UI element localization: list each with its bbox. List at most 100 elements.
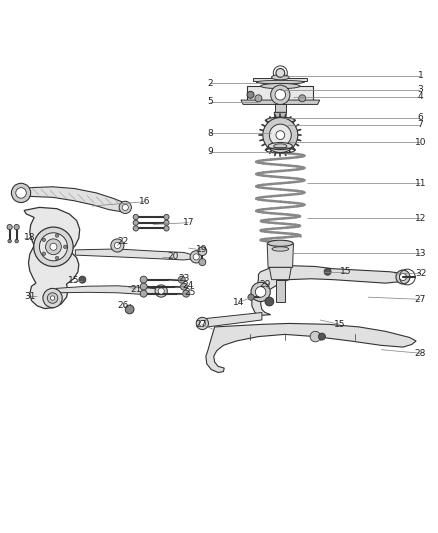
Circle shape [55, 234, 59, 237]
Circle shape [140, 283, 147, 290]
Ellipse shape [274, 118, 287, 122]
Circle shape [46, 239, 61, 255]
Circle shape [64, 245, 67, 248]
Text: 27: 27 [196, 320, 207, 329]
Circle shape [11, 183, 31, 203]
Polygon shape [275, 104, 286, 112]
Text: 5: 5 [207, 98, 213, 106]
Circle shape [42, 252, 46, 255]
Circle shape [198, 247, 207, 255]
Circle shape [396, 270, 410, 284]
Text: 4: 4 [418, 92, 423, 101]
Text: 23: 23 [178, 274, 190, 283]
Circle shape [155, 285, 167, 297]
Circle shape [43, 288, 62, 308]
Polygon shape [274, 112, 286, 118]
Text: 14: 14 [233, 298, 244, 307]
Text: 15: 15 [334, 320, 345, 329]
Circle shape [263, 118, 298, 152]
Circle shape [318, 333, 325, 340]
Circle shape [164, 220, 169, 225]
Polygon shape [241, 100, 320, 104]
Circle shape [251, 282, 270, 302]
Polygon shape [276, 280, 285, 302]
Text: 31: 31 [24, 292, 35, 301]
Polygon shape [201, 312, 262, 328]
Circle shape [199, 320, 205, 327]
Ellipse shape [274, 144, 287, 148]
Text: 1: 1 [417, 71, 424, 80]
Circle shape [119, 201, 131, 214]
Circle shape [111, 239, 124, 252]
Circle shape [42, 238, 46, 241]
Text: 3: 3 [417, 85, 424, 94]
Text: 12: 12 [415, 214, 426, 223]
Text: 26: 26 [117, 302, 128, 310]
Text: 6: 6 [417, 113, 424, 122]
Text: 7: 7 [417, 120, 424, 129]
Circle shape [50, 296, 55, 300]
Polygon shape [75, 249, 195, 260]
Circle shape [8, 239, 11, 243]
Text: 19: 19 [196, 245, 207, 254]
Polygon shape [24, 207, 80, 309]
Polygon shape [253, 78, 307, 81]
Text: 18: 18 [24, 233, 35, 242]
Ellipse shape [261, 84, 300, 88]
Polygon shape [267, 244, 293, 268]
Circle shape [255, 287, 266, 297]
Text: 11: 11 [415, 179, 426, 188]
Polygon shape [56, 286, 160, 295]
Circle shape [247, 91, 254, 98]
Circle shape [299, 95, 306, 102]
Text: 27: 27 [415, 295, 426, 304]
Circle shape [164, 226, 169, 231]
Circle shape [39, 233, 67, 261]
Text: 15: 15 [68, 276, 79, 285]
Polygon shape [256, 82, 304, 87]
Circle shape [114, 243, 120, 248]
Polygon shape [17, 187, 129, 212]
Polygon shape [247, 86, 313, 103]
Text: 16: 16 [139, 197, 150, 206]
Circle shape [271, 85, 290, 104]
Circle shape [310, 332, 321, 342]
Circle shape [199, 259, 206, 265]
Text: 28: 28 [415, 349, 426, 358]
Text: 8: 8 [207, 129, 213, 138]
Circle shape [193, 254, 199, 260]
Circle shape [79, 276, 86, 283]
Circle shape [50, 243, 57, 251]
Circle shape [196, 317, 208, 329]
Circle shape [276, 131, 285, 140]
Circle shape [140, 290, 147, 297]
Circle shape [14, 224, 19, 230]
Text: 10: 10 [415, 138, 426, 147]
Ellipse shape [272, 75, 289, 80]
Circle shape [34, 227, 73, 266]
Polygon shape [269, 268, 291, 280]
Circle shape [133, 214, 138, 220]
Text: 20: 20 [167, 252, 179, 261]
Text: 32: 32 [415, 269, 426, 278]
Text: 9: 9 [207, 147, 213, 156]
Circle shape [269, 124, 291, 146]
Circle shape [133, 226, 138, 231]
Text: 29: 29 [259, 280, 271, 289]
Text: 17: 17 [183, 218, 194, 227]
Circle shape [275, 90, 286, 100]
Ellipse shape [268, 240, 293, 246]
Circle shape [276, 69, 285, 77]
Circle shape [255, 95, 262, 102]
Ellipse shape [272, 247, 289, 251]
Circle shape [178, 276, 185, 283]
Text: 13: 13 [415, 249, 426, 258]
Circle shape [180, 283, 187, 290]
Text: 22: 22 [117, 237, 128, 246]
Circle shape [183, 290, 190, 297]
Circle shape [125, 305, 134, 314]
Circle shape [47, 293, 58, 303]
Circle shape [399, 273, 406, 280]
Text: 15: 15 [340, 267, 352, 276]
Circle shape [158, 288, 164, 294]
